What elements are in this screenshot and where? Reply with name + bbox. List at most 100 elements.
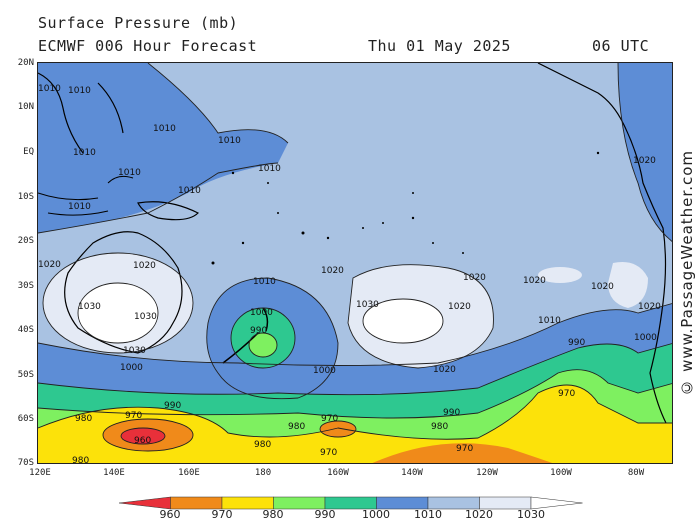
isobar-label: 1010 [218, 136, 241, 146]
lon-label: 180 [254, 468, 272, 478]
isobar-label: 1010 [178, 186, 201, 196]
isobar-label: 1020 [633, 156, 656, 166]
isobar-label: 970 [320, 448, 337, 458]
isobar-label: 990 [443, 408, 460, 418]
isobar-label: 1010 [38, 84, 61, 94]
central-america-landmass [537, 63, 624, 124]
isobar-label: 970 [558, 389, 575, 399]
high-1020-east-small [538, 267, 582, 283]
lon-label: 160E [178, 468, 200, 478]
isobar-label: 1020 [133, 261, 156, 271]
lat-label: 40S [17, 325, 34, 335]
isobar-label: 1000 [250, 308, 273, 318]
isobar-label: 1010 [68, 202, 91, 212]
isobar-label: 980 [72, 456, 89, 464]
isobar-label: 980 [288, 422, 305, 432]
band-970-980 [38, 385, 672, 463]
pressure-colorbar [118, 496, 583, 510]
isobar-label: 980 [254, 440, 271, 450]
lat-label: 30S [17, 281, 34, 291]
isobar-label: 990 [568, 338, 585, 348]
high-1030-aus-core [78, 283, 158, 343]
isobar-label: 1020 [523, 276, 546, 286]
isobar-label: 1010 [538, 316, 561, 326]
lon-label: 160W [327, 468, 349, 478]
lat-label: EQ [23, 147, 34, 157]
band-1000-1010-west-coast [618, 63, 672, 242]
isobar-label: 1020 [591, 282, 614, 292]
map-title: Surface Pressure (mb) [38, 14, 239, 32]
isobar-label: 1020 [463, 273, 486, 283]
lon-label: 120W [476, 468, 498, 478]
isobar-label: 1010 [253, 277, 276, 287]
new-zealand-landmass [222, 307, 269, 364]
isobar-label: 990 [164, 401, 181, 411]
indonesia-islands [38, 175, 134, 216]
lon-label: 100W [550, 468, 572, 478]
colorbar-swatches [118, 496, 583, 510]
colorbar-tick: 970 [211, 508, 233, 521]
colorbar-tick: 1020 [465, 508, 493, 521]
south-america-landmass [622, 122, 667, 424]
isobar-label: 970 [125, 411, 142, 421]
watermark-text: © www.PassageWeather.com [678, 150, 696, 397]
lon-label: 120E [29, 468, 51, 478]
isobar-label: 1030 [134, 312, 157, 322]
colorbar-tick: 1030 [517, 508, 545, 521]
lat-label: 10S [17, 192, 34, 202]
isobar-label: 970 [456, 444, 473, 454]
forecast-date: Thu 01 May 2025 [368, 37, 511, 55]
lat-label: 50S [17, 370, 34, 380]
isobar-label: 1030 [78, 302, 101, 312]
nz-low-990 [249, 333, 277, 357]
colorbar-tick: 980 [262, 508, 284, 521]
isobar-label: 960 [134, 436, 151, 446]
band-1000-1010-tropics [38, 63, 288, 233]
isobar-label: 1030 [123, 346, 146, 356]
low-960-core [121, 428, 165, 444]
isobar-label: 980 [431, 422, 448, 432]
isobar-label: 1010 [68, 86, 91, 96]
pressure-map[interactable]: 1010 1010 1010 1010 1010 1010 1010 1010 … [37, 62, 673, 464]
isobar-label: 1010 [258, 164, 281, 174]
isobar-label: 1020 [38, 260, 61, 270]
colorbar-tick: 1000 [362, 508, 390, 521]
asia-coast [38, 72, 124, 154]
isobar-label: 1010 [153, 124, 176, 134]
isobar-label: 1010 [118, 168, 141, 178]
isobar-label: 980 [75, 414, 92, 424]
pressure-map-svg: 1010 1010 1010 1010 1010 1010 1010 1010 … [38, 63, 672, 464]
australia-landmass [64, 231, 183, 354]
isobar-label: 1020 [448, 302, 471, 312]
colorbar-tick: 960 [159, 508, 181, 521]
pacific-islands [211, 151, 600, 265]
isobar-label: 1010 [73, 148, 96, 158]
colorbar-tick: 1010 [414, 508, 442, 521]
isobar-label: 1020 [433, 365, 456, 375]
isobar-label: 970 [321, 414, 338, 424]
colorbar-tick: 990 [314, 508, 336, 521]
isobar-label-layer: 1010 1010 1010 1010 1010 1010 1010 1010 … [38, 84, 661, 464]
lon-label: 140W [401, 468, 423, 478]
isobar-label: 1000 [634, 333, 657, 343]
low-970-pocket [320, 421, 356, 437]
isobar-label: 1000 [313, 366, 336, 376]
high-1020-east [608, 262, 648, 308]
lat-label: 20N [17, 58, 34, 68]
isobar-label: 1000 [120, 363, 143, 373]
isobar-label: 1030 [356, 300, 379, 310]
high-1030-central-core [363, 299, 443, 343]
colorbar-swatch [530, 496, 583, 510]
forecast-time: 06 UTC [592, 37, 650, 55]
isobar-label: 1020 [638, 302, 661, 312]
isobar-lines [38, 63, 672, 452]
band-970-south-edge [372, 443, 553, 463]
lat-label: 20S [17, 236, 34, 246]
lon-label: 140E [103, 468, 125, 478]
forecast-model: ECMWF 006 Hour Forecast [38, 37, 258, 55]
lat-label: 10N [17, 102, 34, 112]
lon-label: 80W [627, 468, 645, 478]
isobar-label: 1020 [321, 266, 344, 276]
isobar-label: 990 [250, 326, 267, 336]
lat-label: 70S [17, 458, 34, 468]
